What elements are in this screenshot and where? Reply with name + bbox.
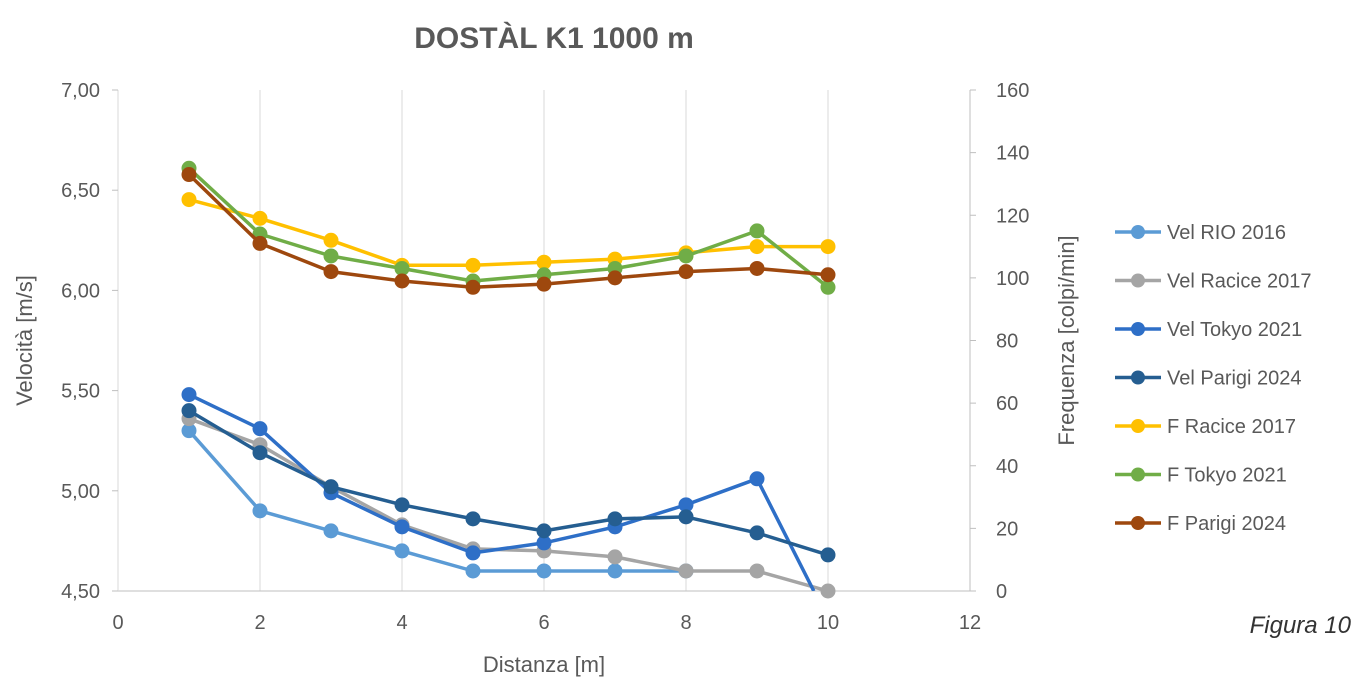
- series-line: [188, 409, 829, 557]
- legend-marker: [1131, 322, 1145, 336]
- data-point: [394, 519, 410, 535]
- y-left-axis-title: Velocità [m/s]: [12, 275, 37, 406]
- data-point: [465, 511, 481, 527]
- data-point: [607, 270, 623, 286]
- data-point: [749, 471, 765, 487]
- data-point: [394, 497, 410, 513]
- data-point: [181, 167, 197, 183]
- data-point: [820, 279, 836, 295]
- y-right-tick-label: 120: [996, 205, 1029, 227]
- data-point: [749, 563, 765, 579]
- series-line: [188, 197, 828, 268]
- data-point: [323, 523, 339, 539]
- data-point: [394, 273, 410, 289]
- series-line: [188, 393, 816, 591]
- data-point: [820, 583, 836, 599]
- series-line: [187, 429, 686, 573]
- legend-label: Vel Racice 2017: [1167, 271, 1312, 293]
- data-point: [252, 421, 268, 437]
- legend-label: Vel Tokyo 2021: [1167, 319, 1302, 341]
- data-point: [607, 511, 623, 527]
- chart-title: DOSTÀL K1 1000 m: [414, 21, 694, 55]
- legend-marker: [1131, 225, 1145, 239]
- x-tick-label: 2: [254, 612, 265, 634]
- data-point: [323, 248, 339, 264]
- data-point: [252, 210, 268, 226]
- data-point: [252, 235, 268, 251]
- legend-marker: [1131, 370, 1145, 385]
- y-left-tick-label: 6,00: [61, 280, 100, 302]
- data-point: [607, 549, 623, 565]
- x-tick-label: 4: [396, 612, 407, 634]
- data-point: [536, 276, 552, 292]
- data-point: [749, 260, 765, 276]
- series-line: [188, 417, 829, 591]
- data-point: [394, 543, 410, 559]
- data-point: [678, 264, 694, 280]
- y-left-tick-label: 7,00: [61, 80, 100, 102]
- y-right-tick-label: 160: [996, 80, 1029, 102]
- x-tick-label: 0: [112, 612, 123, 634]
- x-tick-label: 12: [959, 612, 981, 634]
- legend-label: F Racice 2017: [1167, 416, 1296, 438]
- data-point: [678, 248, 694, 264]
- y-left-tick-label: 6,50: [61, 180, 100, 202]
- data-point: [820, 239, 836, 255]
- y-left-tick-label: 5,00: [61, 481, 100, 503]
- legend-marker: [1131, 273, 1145, 288]
- x-tick-label: 6: [538, 612, 549, 634]
- data-point: [536, 523, 552, 539]
- legend-marker: [1131, 467, 1145, 482]
- y-left-tick-label: 4,50: [61, 581, 100, 603]
- data-point: [465, 279, 481, 295]
- y-right-tick-label: 0: [996, 581, 1007, 603]
- y-right-tick-label: 60: [996, 393, 1018, 415]
- legend-marker: [1131, 419, 1145, 433]
- legend-label: F Parigi 2024: [1167, 513, 1286, 535]
- data-point: [678, 509, 694, 525]
- y-right-tick-label: 100: [996, 268, 1029, 290]
- data-point: [678, 563, 694, 579]
- y-right-tick-label: 140: [996, 143, 1029, 165]
- figure-caption: Figura 10: [1249, 612, 1351, 639]
- data-point: [323, 264, 339, 280]
- data-point: [252, 503, 268, 519]
- data-point: [252, 445, 268, 461]
- y-right-axis-title: Frequenza [colpi/min]: [1054, 235, 1079, 445]
- y-right-tick-label: 20: [996, 518, 1018, 540]
- data-point: [323, 232, 339, 248]
- data-point: [465, 257, 481, 273]
- data-point: [749, 239, 765, 255]
- data-point: [323, 479, 339, 495]
- x-axis-title: Distanza [m]: [483, 652, 605, 677]
- data-point: [749, 525, 765, 541]
- y-left-tick-label: 5,50: [61, 381, 100, 403]
- data-point: [820, 547, 836, 563]
- series-line: [187, 167, 830, 289]
- data-point: [820, 267, 836, 283]
- data-point: [749, 223, 765, 239]
- y-right-tick-label: 80: [996, 331, 1018, 353]
- data-point: [536, 254, 552, 270]
- x-tick-label: 10: [817, 612, 839, 634]
- data-point: [181, 387, 197, 403]
- data-point: [394, 260, 410, 276]
- y-right-tick-label: 40: [996, 456, 1018, 478]
- legend-label: Vel RIO 2016: [1167, 222, 1286, 244]
- x-tick-label: 8: [680, 612, 691, 634]
- legend-marker: [1131, 516, 1145, 530]
- legend-label: Vel Parigi 2024: [1167, 368, 1302, 390]
- data-point: [465, 545, 481, 561]
- series-line: [187, 173, 829, 290]
- legend-label: F Tokyo 2021: [1167, 465, 1287, 487]
- data-point: [465, 563, 481, 579]
- data-point: [181, 403, 197, 419]
- data-point: [536, 563, 552, 579]
- data-point: [181, 192, 197, 208]
- data-point: [607, 563, 623, 579]
